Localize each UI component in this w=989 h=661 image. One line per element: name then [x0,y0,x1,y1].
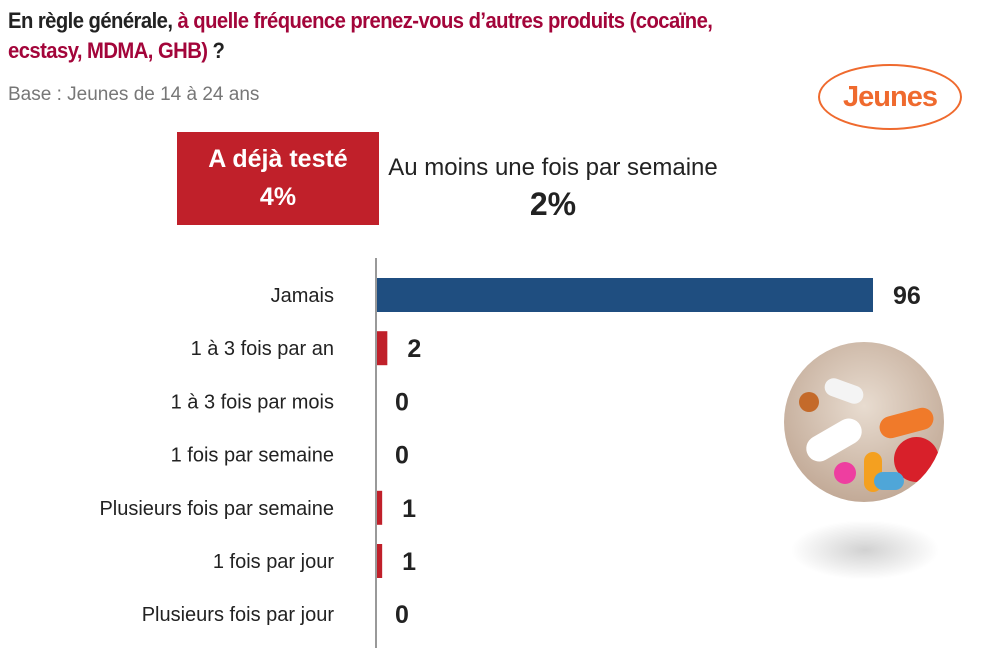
title-prefix: En règle générale, [8,8,178,33]
weekly-label: Au moins une fois par semaine [388,154,718,181]
bar [377,278,873,312]
bar [377,490,383,525]
weekly-value: 2% [529,186,577,222]
category-label: 1 à 3 fois par an [191,338,334,360]
tested-box: A déjà testé 4% [177,132,379,225]
image-shadow [790,520,940,580]
tested-value: 4% [259,183,297,211]
title-highlight: à quelle fréquence prenez-vous d’autres … [8,8,713,63]
bar [377,331,388,366]
value-label: 1 [402,548,416,576]
value-label: 2 [407,335,421,363]
value-label: 0 [395,442,409,470]
tested-label: A déjà testé [208,145,348,173]
category-label: 1 fois par jour [213,551,335,573]
category-label: Plusieurs fois par semaine [99,498,334,520]
value-label: 1 [402,495,416,523]
value-label: 0 [395,388,409,416]
weekly-summary: Au moins une fois par semaine 2% [373,154,733,223]
value-label: 0 [395,601,409,629]
bar [377,544,383,578]
question-title: En règle générale, à quelle fréquence pr… [8,6,744,66]
category-label: 1 fois par semaine [171,445,334,467]
value-label: 96 [893,282,921,310]
pills-image [784,342,944,502]
category-label: Plusieurs fois par jour [142,604,335,626]
title-suffix: ? [207,38,225,63]
category-label: 1 à 3 fois par mois [171,391,334,413]
jeunes-logo: Jeunes [818,64,962,130]
base-note: Base : Jeunes de 14 à 24 ans [8,84,260,105]
category-label: Jamais [271,285,334,307]
